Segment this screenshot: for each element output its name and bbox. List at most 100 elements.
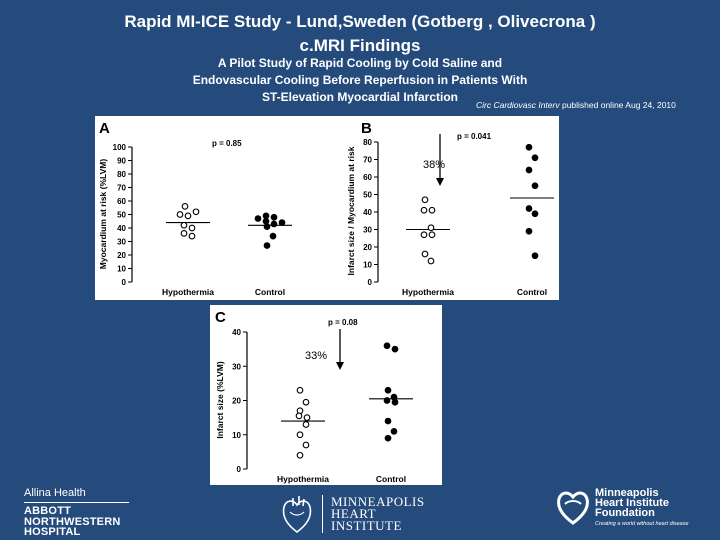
mhif-line-3: Foundation <box>595 507 655 519</box>
y-tick-label: 60 <box>363 173 372 182</box>
y-tick-label: 20 <box>117 251 126 260</box>
x-category-label: Control <box>255 287 285 297</box>
data-point-filled <box>531 210 539 218</box>
y-tick-label: 80 <box>117 170 126 179</box>
data-point-filled <box>269 232 277 240</box>
allina-abbott-logo: Allina Health ABBOTT NORTHWESTERN HOSPIT… <box>24 488 129 538</box>
data-point-filled <box>263 242 271 249</box>
citation: Circ Cardiovasc Interv published online … <box>476 100 676 110</box>
mhi-line-3: INSTITUTE <box>331 518 402 533</box>
data-point-open <box>296 386 304 394</box>
data-point-open <box>302 398 310 406</box>
x-category-label: Hypothermia <box>277 474 329 484</box>
p-value-label-a: p = 0.85 <box>212 139 242 148</box>
data-point-open <box>180 221 188 229</box>
heart-anatomy-icon <box>282 496 312 533</box>
y-tick-label: 0 <box>237 465 242 474</box>
data-point-filled <box>391 398 399 406</box>
mhif-tagline: Creating a world without heart disease <box>595 521 689 527</box>
y-axis-label-b: Infarct size / Myocardium at risk <box>346 146 356 275</box>
logo-divider <box>24 502 129 503</box>
title-line-2: c.MRI Findings <box>299 36 421 55</box>
data-point-filled <box>525 143 533 151</box>
subtitle-line-2: Endovascular Cooling Before Reperfusion … <box>192 73 528 87</box>
data-point-open <box>421 196 429 204</box>
data-point-filled <box>270 213 278 221</box>
data-point-open <box>296 431 304 439</box>
y-tick-label: 10 <box>363 261 372 270</box>
data-point-filled <box>390 427 398 435</box>
y-tick-label: 0 <box>122 278 127 287</box>
mhif-heart-icon <box>557 491 589 525</box>
data-point-open <box>421 250 429 258</box>
x-category-label: Control <box>376 474 406 484</box>
data-point-open <box>428 231 436 239</box>
data-point-filled <box>263 223 271 230</box>
data-point-open <box>188 224 196 232</box>
data-point-open <box>184 212 192 220</box>
subtitle-line-1: A Pilot Study of Rapid Cooling by Cold S… <box>217 56 503 70</box>
data-point-open <box>188 232 196 240</box>
y-tick-label: 10 <box>117 265 126 274</box>
y-axis-label-c: Infarct size (%LVM) <box>215 361 225 438</box>
figure-panels-ab: A 0 10 20 30 40 50 60 70 80 90 100 Myocardium at ris… <box>95 116 559 300</box>
y-tick-label: 20 <box>363 243 372 252</box>
subtitle-line-3: ST-Elevation Myocardial Infarction <box>261 90 459 104</box>
p-value-label-b: p = 0.041 <box>457 132 492 141</box>
data-point-filled <box>531 252 539 260</box>
data-point-open <box>428 206 436 214</box>
data-point-filled <box>262 212 270 220</box>
y-tick-label: 20 <box>232 397 241 406</box>
abbott-line-3: HOSPITAL <box>24 526 81 538</box>
data-point-open <box>176 211 184 218</box>
data-point-filled <box>383 397 391 404</box>
y-tick-label: 70 <box>117 184 126 193</box>
y-tick-label: 60 <box>117 197 126 206</box>
mhi-wordmark: MINNEAPOLIS HEART INSTITUTE <box>331 494 425 533</box>
data-point-open <box>180 230 188 237</box>
abbott-line-1: ABBOTT <box>24 505 72 517</box>
abbott-line-2: NORTHWESTERN <box>24 515 121 528</box>
y-tick-label: 30 <box>232 362 241 371</box>
y-tick-label: 50 <box>117 211 126 220</box>
reduction-arrow-head <box>436 178 444 186</box>
data-point-filled <box>384 417 392 425</box>
data-point-filled <box>531 182 539 190</box>
y-tick-label: 30 <box>363 226 372 235</box>
y-tick-label: 50 <box>363 191 372 200</box>
y-tick-label: 100 <box>113 143 127 152</box>
mhi-divider <box>322 495 323 533</box>
allina-health-text: Allina Health <box>24 487 86 499</box>
y-tick-label: 70 <box>363 156 372 165</box>
x-category-label: Hypothermia <box>402 287 454 297</box>
mhi-line-1: MINNEAPOLIS <box>331 494 425 509</box>
y-tick-label: 80 <box>363 138 372 147</box>
data-point-filled <box>384 434 392 442</box>
y-tick-label: 40 <box>117 224 126 233</box>
y-axis-label-a: Myocardium at risk (%LVM) <box>98 159 108 270</box>
data-point-filled <box>270 220 278 228</box>
data-point-filled <box>254 215 262 222</box>
y-tick-label: 30 <box>117 238 126 247</box>
data-point-open <box>192 208 200 216</box>
data-point-filled <box>531 154 539 162</box>
mhi-line-2: HEART <box>331 506 377 521</box>
y-tick-label: 40 <box>363 208 372 217</box>
data-point-filled <box>262 217 270 225</box>
reduction-label-b: 38% <box>423 159 445 171</box>
p-value-label-c: p = 0.08 <box>328 318 358 327</box>
data-point-filled <box>525 166 533 174</box>
data-point-open <box>420 206 428 214</box>
data-point-open <box>303 414 311 421</box>
data-point-filled <box>391 345 399 353</box>
y-tick-label: 0 <box>368 278 373 287</box>
y-tick-label: 10 <box>232 431 241 440</box>
slide-title: Rapid MI-ICE Study - Lund,Sweden (Gotber… <box>0 10 720 58</box>
reduction-arrow-head <box>336 362 344 370</box>
data-point-filled <box>525 205 533 212</box>
data-point-filled <box>278 219 286 226</box>
figure-panel-c: C 0 10 20 30 40 Infarct size (%LVM) Hypothermia… <box>210 305 442 485</box>
y-tick-label: 90 <box>117 157 126 166</box>
data-point-filled <box>384 386 392 394</box>
x-category-label: Control <box>517 287 547 297</box>
